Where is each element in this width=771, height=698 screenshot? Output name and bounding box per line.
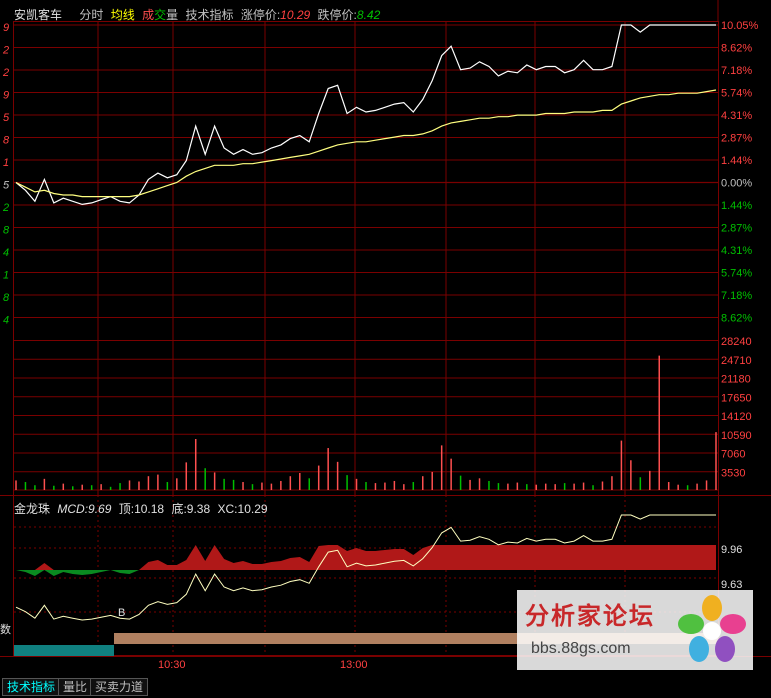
time-label: 13:00 — [340, 659, 368, 671]
indicator-axis-label: 9.96 — [721, 544, 742, 556]
top-label: 顶: — [118, 502, 135, 516]
bottom-value: 9.38 — [186, 502, 211, 516]
price-lines — [15, 24, 717, 621]
price-axis-label: 4.31% — [721, 245, 752, 257]
price-axis-label: 8.62% — [721, 43, 752, 55]
price-left-label: 2 — [2, 202, 9, 214]
state-bar-tan — [114, 633, 718, 644]
price-axis-label: 2.87% — [721, 223, 752, 235]
indicator-red-area — [16, 545, 716, 570]
volume-axis-label: 14120 — [721, 411, 752, 423]
volume-axis-label: 24710 — [721, 355, 752, 367]
indicator-header: 金龙珠 MCD:9.69 顶:10.18 底:9.38 XC:10.29 — [14, 500, 272, 517]
indicator-axis-label: 9.63 — [721, 579, 742, 591]
price-left-label: 2 — [2, 67, 9, 79]
watermark-title: 分析家论坛 — [525, 603, 655, 630]
price-axis-label: 10.05% — [721, 20, 759, 32]
bottom-tab-bar: 技术指标 量比 买卖力道 — [0, 676, 771, 698]
price-left-label: 4 — [3, 247, 9, 259]
price-axis-label: 4.31% — [721, 110, 752, 122]
flower-logo-icon — [678, 595, 746, 662]
price-left-label: 5 — [3, 180, 10, 192]
menu-jiao[interactable]: 交 — [154, 8, 167, 22]
mcd-value: 9.69 — [88, 502, 112, 516]
volume-axis-label: 10590 — [721, 430, 752, 442]
price-axis-label: 1.44% — [721, 200, 752, 212]
menu-liang[interactable]: 量 — [166, 8, 179, 22]
limit-up-value: 10.29 — [280, 8, 311, 22]
volume-bars — [15, 355, 717, 490]
menu-cheng[interactable]: 成 — [142, 8, 155, 22]
limit-down-label: 跌停价: — [317, 8, 357, 22]
watermark-url: bbs.88gs.com — [531, 640, 631, 657]
xc-label: XC: — [217, 502, 238, 516]
indicator-areas — [14, 545, 718, 656]
tab-technical-indicator[interactable]: 技术指标 — [2, 678, 61, 696]
price-left-label: 9 — [3, 90, 9, 102]
price-left-label: 1 — [3, 270, 9, 282]
xc-value: 10.29 — [237, 502, 268, 516]
state-bar-teal — [14, 645, 114, 656]
volume-axis-label: 17650 — [721, 392, 752, 404]
menu-jishu[interactable]: 技术指标 — [185, 8, 234, 22]
watermark: 分析家论坛 bbs.88gs.com — [517, 590, 753, 670]
stock-name: 安凯客车 — [14, 8, 63, 22]
limit-up-label: 涨停价: — [240, 8, 281, 22]
average-price-line — [15, 89, 717, 198]
menu-junxian[interactable]: 均线 — [110, 8, 135, 22]
price-axis-label: 7.18% — [721, 290, 752, 302]
bottom-label: 底: — [171, 502, 187, 516]
marker-b-label: B — [118, 607, 125, 619]
menu-fenshi[interactable]: 分时 — [79, 8, 104, 22]
price-axis-label: 5.74% — [721, 88, 752, 100]
indicator-name: 金龙珠 — [14, 502, 51, 516]
volume-axis-label: 28240 — [721, 336, 752, 348]
volume-axis-label: 21180 — [721, 374, 751, 386]
price-axis-label: 2.87% — [721, 133, 752, 145]
volume-axis-label: 3530 — [721, 467, 745, 479]
indicator-line — [15, 514, 716, 621]
indicator-left-char: 数 — [0, 623, 11, 636]
price-axis-label: 7.18% — [721, 65, 752, 77]
price-line — [15, 24, 716, 206]
tab-volume-ratio[interactable]: 量比 — [58, 678, 93, 696]
price-axis-label: 5.74% — [721, 268, 752, 280]
axis-labels: 10.05% 9 8.62% 2 7.18% 2 5.74% 9 4.31% 5 2.87% 8 1.4… — [0, 20, 759, 671]
chart-frame — [13, 21, 719, 656]
price-left-label: 8 — [3, 135, 10, 147]
mcd-label: MCD: — [57, 502, 89, 516]
volume-axis-label: 7060 — [721, 449, 745, 461]
price-left-label: 2 — [2, 45, 9, 57]
price-left-label: 9 — [3, 22, 9, 34]
time-label: 10:30 — [158, 659, 186, 671]
tab-buy-sell-force[interactable]: 买卖力道 — [90, 678, 149, 696]
price-left-label: 1 — [3, 157, 9, 169]
price-left-label: 8 — [3, 225, 10, 237]
limit-down-value: 8.42 — [356, 8, 381, 22]
price-left-label: 8 — [3, 292, 10, 304]
price-left-label: 4 — [3, 315, 9, 327]
chart-header: 安凯客车 分时 均线 成交量 技术指标 涨停价:10.29 跌停价:8.42 — [14, 6, 384, 23]
price-axis-label: 1.44% — [721, 155, 752, 167]
price-axis-label: 8.62% — [721, 313, 752, 325]
price-left-label: 5 — [3, 112, 10, 124]
price-axis-label: 0.00% — [721, 178, 752, 190]
top-value: 10.18 — [134, 502, 165, 516]
indicator-green-area — [16, 570, 716, 576]
